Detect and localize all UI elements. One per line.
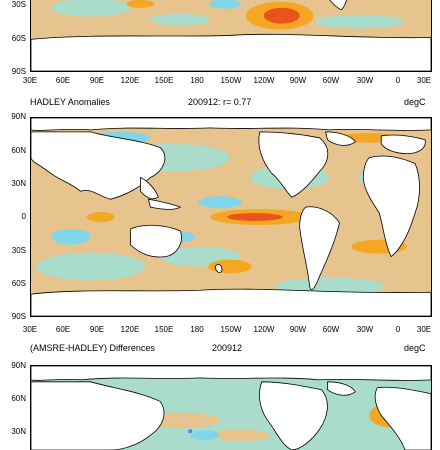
top-map-panel [30, 0, 432, 72]
middle-cool-south-indian [35, 252, 146, 281]
top-xlabel-30e: 30E [22, 76, 38, 85]
middle-xlabel-30e-end: 30E [416, 325, 432, 334]
middle-asia [31, 131, 166, 200]
top-xlabel-90e: 90E [89, 76, 105, 85]
middle-xlabel-60e: 60E [55, 325, 71, 334]
middle-xlabel-0: 0 [395, 325, 401, 334]
top-xlabel-120w: 120W [253, 76, 275, 85]
bottom-ylabel-30n: 30N [11, 427, 26, 436]
bottom-cool-pacific [191, 430, 220, 441]
middle-antarctica [31, 288, 431, 316]
middle-title-right: degC [404, 97, 426, 107]
bottom-greenland [327, 381, 356, 396]
middle-cool-indian-blue [50, 228, 91, 245]
middle-ylabel-30n: 30N [11, 179, 26, 188]
middle-title-left: HADLEY Anomalies [30, 97, 110, 107]
middle-xlabel-120w: 120W [253, 325, 275, 334]
middle-ylabel-60n: 60N [11, 146, 26, 155]
middle-xlabel-90w: 90W [289, 325, 307, 334]
bottom-ylabel-90n: 90N [11, 361, 26, 370]
top-cool-patch-2 [150, 13, 211, 26]
middle-xlabel-180: 180 [190, 325, 204, 334]
top-xlabel-60w: 60W [322, 76, 340, 85]
middle-xlabel-30e: 30E [22, 325, 38, 334]
bottom-title-center: 200912 [212, 343, 243, 353]
top-xlabel-60e: 60E [55, 76, 71, 85]
top-south-america-tip [329, 0, 348, 11]
bottom-warm-light-2 [210, 429, 270, 442]
middle-southeast-asia [140, 176, 159, 200]
bottom-map-svg [31, 366, 431, 450]
middle-indonesia [147, 198, 182, 210]
middle-south-america [299, 206, 340, 290]
top-ylabel-30s: 30S [11, 0, 26, 9]
top-antarctica [31, 33, 431, 71]
bottom-europe-africa [374, 386, 431, 450]
middle-ylabel-90n: 90N [11, 112, 26, 121]
middle-africa [362, 155, 420, 258]
bottom-title-right: degC [404, 343, 426, 353]
middle-xlabel-150e: 150E [154, 325, 174, 334]
top-xlabel-0: 0 [395, 76, 401, 85]
middle-xlabel-120e: 120E [120, 325, 140, 334]
top-xlabel-180: 180 [190, 76, 204, 85]
top-warm-patch-2 [263, 7, 300, 24]
top-cool-patch-1 [50, 0, 131, 17]
middle-xlabel-150w: 150W [220, 325, 242, 334]
middle-ylabel-30s: 30S [11, 246, 26, 255]
middle-greenland [325, 131, 356, 146]
top-ylabel-90s: 90S [11, 67, 26, 76]
top-xlabel-150e: 150E [154, 76, 174, 85]
middle-arctic-land [31, 118, 431, 131]
middle-cool-west-pacific [198, 196, 242, 209]
top-warm-patch-3 [126, 0, 155, 8]
top-xlabel-90w: 90W [289, 76, 307, 85]
middle-warm-indian [86, 212, 115, 222]
top-xlabel-30w: 30W [356, 76, 374, 85]
top-xlabel-150w: 150W [220, 76, 242, 85]
top-map-svg [31, 0, 431, 71]
bottom-arctic-land [31, 366, 431, 381]
top-ylabel-60s: 60S [11, 34, 26, 43]
bottom-cool-spot [188, 429, 193, 434]
middle-australia [130, 224, 182, 258]
middle-title-center: 200912: r= 0.77 [188, 97, 252, 107]
middle-xlabel-90e: 90E [89, 325, 105, 334]
top-xlabel-30e-end: 30E [416, 76, 432, 85]
top-xlabel-120e: 120E [120, 76, 140, 85]
middle-new-zealand [214, 264, 223, 273]
middle-north-america [258, 131, 329, 198]
middle-ylabel-60s: 60S [11, 279, 26, 288]
middle-map-svg [31, 118, 431, 316]
middle-xlabel-30w: 30W [356, 325, 374, 334]
middle-europe [380, 134, 426, 155]
middle-map-panel [30, 117, 432, 317]
top-cool-patch-3 [209, 0, 241, 9]
middle-ylabel-0: 0 [21, 212, 26, 221]
middle-ylabel-90s: 90S [11, 312, 26, 321]
bottom-ylabel-60n: 60N [11, 394, 26, 403]
bottom-title-left: (AMSRE-HADLEY) Differences [30, 343, 155, 353]
middle-warm-el-nino-core [227, 213, 283, 221]
middle-xlabel-60w: 60W [322, 325, 340, 334]
bottom-map-panel [30, 365, 432, 450]
top-cool-patch-4 [314, 14, 405, 29]
